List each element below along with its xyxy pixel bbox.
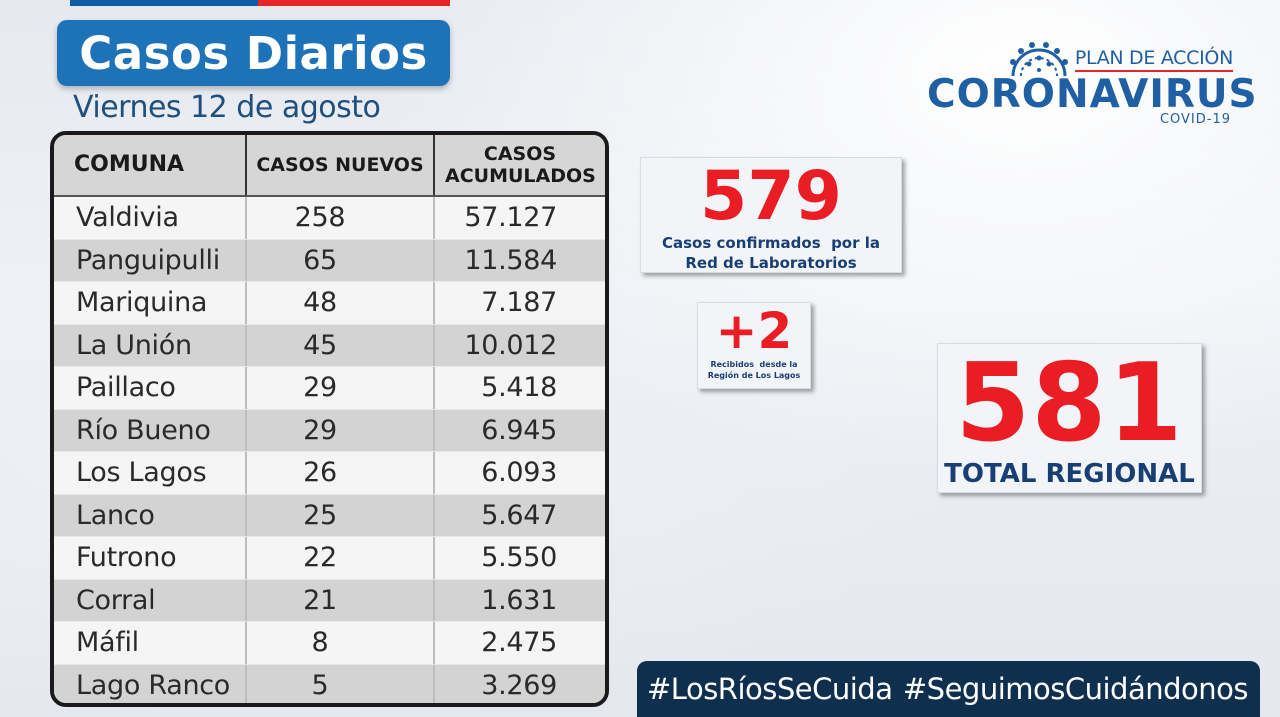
- table-row: Paillaco 29 5.418: [54, 367, 605, 410]
- comuna-cell: Paillaco: [54, 367, 247, 409]
- flag-strip: [70, 0, 450, 6]
- casos-nuevos-cell: 22: [247, 537, 435, 579]
- total-regional-card: 581 TOTAL REGIONAL: [937, 343, 1202, 493]
- casos-acumulados-cell: 2.475: [481, 627, 557, 659]
- plan-label: PLAN DE ACCIÓN: [1074, 47, 1233, 72]
- comuna-cell: Futrono: [54, 537, 247, 579]
- casos-nuevos-cell: 29: [247, 367, 435, 409]
- casos-nuevos-cell: 21: [247, 579, 435, 621]
- hashtag-seguimos: #SeguimosCuidándonos: [902, 672, 1249, 706]
- casos-acumulados-cell: 10.012: [464, 329, 557, 361]
- table-row: La Unión 45 10.012: [54, 324, 605, 367]
- table-row: Lanco 25 5.647: [54, 494, 605, 537]
- table-row: Máfil 8 2.475: [54, 622, 605, 665]
- title-banner: Casos Diarios: [57, 20, 450, 86]
- lab-cases-card: 579 Casos confirmados por la Red de Labo…: [640, 157, 902, 273]
- received-cases-value: +2: [715, 302, 793, 360]
- covid-label: COVID-19: [1159, 112, 1231, 127]
- table-row: Los Lagos 26 6.093: [54, 452, 605, 495]
- casos-nuevos-cell: 5: [247, 664, 435, 703]
- cases-table: COMUNA CASOS NUEVOS CASOS ACUMULADOS Val…: [50, 131, 609, 707]
- comuna-cell: La Unión: [54, 324, 247, 366]
- table-header: COMUNA CASOS NUEVOS CASOS ACUMULADOS: [54, 135, 605, 197]
- comuna-cell: Corral: [54, 579, 247, 621]
- casos-nuevos-cell: 25: [247, 494, 435, 536]
- table-row: Mariquina 48 7.187: [54, 282, 605, 325]
- flag-blue: [70, 0, 258, 6]
- total-regional-value: 581: [955, 341, 1184, 466]
- casos-nuevos-cell: 258: [247, 197, 435, 239]
- casos-nuevos-cell: 65: [247, 239, 435, 281]
- total-regional-label: TOTAL REGIONAL: [944, 459, 1195, 489]
- header-casos-acumulados: CASOS ACUMULADOS: [435, 135, 605, 195]
- casos-nuevos-cell: 48: [247, 282, 435, 324]
- lab-cases-value: 579: [700, 157, 842, 236]
- received-cases-card: +2 Recibidos desde la Región de Los Lago…: [697, 302, 811, 389]
- comuna-cell: Máfil: [54, 622, 247, 664]
- comuna-cell: Panguipulli: [54, 239, 247, 281]
- hashtag-los-rios: #LosRíosSeCuida: [647, 672, 893, 706]
- lab-cases-label-line1: Casos confirmados por la: [662, 234, 880, 252]
- lab-cases-label-line2: Red de Laboratorios: [685, 254, 857, 272]
- comuna-cell: Los Lagos: [54, 452, 247, 494]
- received-cases-label-line2: Región de Los Lagos: [707, 371, 801, 380]
- casos-acumulados-cell: 1.631: [481, 584, 557, 616]
- page-title: Casos Diarios: [79, 26, 428, 80]
- casos-acumulados-cell: 5.647: [481, 499, 557, 531]
- table-row: Lago Ranco 5 3.269: [54, 664, 605, 703]
- table-row: Panguipulli 65 11.584: [54, 239, 605, 282]
- casos-acumulados-cell: 6.093: [481, 457, 557, 489]
- coronavirus-icon: [1009, 42, 1068, 76]
- plan-row: PLAN DE ACCIÓN: [1007, 42, 1233, 76]
- comuna-cell: Mariquina: [54, 282, 247, 324]
- casos-acumulados-cell: 57.127: [464, 202, 557, 234]
- casos-acumulados-cell: 5.418: [481, 372, 557, 404]
- casos-nuevos-cell: 8: [247, 622, 435, 664]
- casos-nuevos-cell: 45: [247, 324, 435, 366]
- casos-acumulados-cell: 5.550: [481, 542, 557, 574]
- table-body: Valdivia 258 57.127 Panguipulli 65 11.584 Mari…: [54, 197, 605, 703]
- header-casos-acumulados-label: CASOS ACUMULADOS: [445, 143, 596, 187]
- table-row: Futrono 22 5.550: [54, 537, 605, 580]
- hashtag-bar: #LosRíosSeCuida #SeguimosCuidándonos: [637, 661, 1260, 717]
- casos-nuevos-cell: 29: [247, 409, 435, 451]
- table-row: Valdivia 258 57.127: [54, 197, 605, 240]
- comuna-cell: Río Bueno: [54, 409, 247, 451]
- lab-cases-label: Casos confirmados por la Red de Laborato…: [662, 233, 880, 273]
- coronavirus-label: CORONAVIRUS: [927, 72, 1258, 117]
- header-comuna: COMUNA: [54, 135, 247, 195]
- plan-accion-logo: PLAN DE ACCIÓN CORONAVIRUS COVID-19: [927, 34, 1257, 130]
- received-cases-label: Recibidos desde la Región de Los Lagos: [708, 359, 801, 381]
- flag-red: [258, 0, 450, 6]
- table-row: Río Bueno 29 6.945: [54, 409, 605, 452]
- header-casos-nuevos: CASOS NUEVOS: [247, 135, 435, 195]
- comuna-cell: Lago Ranco: [54, 664, 247, 703]
- received-cases-label-line1: Recibidos desde la: [710, 360, 798, 369]
- casos-acumulados-cell: 7.187: [481, 287, 557, 319]
- table-row: Corral 21 1.631: [54, 579, 605, 622]
- casos-nuevos-cell: 26: [247, 452, 435, 494]
- casos-acumulados-cell: 3.269: [481, 669, 557, 701]
- comuna-cell: Valdivia: [54, 197, 247, 239]
- comuna-cell: Lanco: [54, 494, 247, 536]
- date-subtitle: Viernes 12 de agosto: [73, 90, 381, 125]
- casos-acumulados-cell: 11.584: [464, 244, 557, 276]
- casos-acumulados-cell: 6.945: [481, 414, 557, 446]
